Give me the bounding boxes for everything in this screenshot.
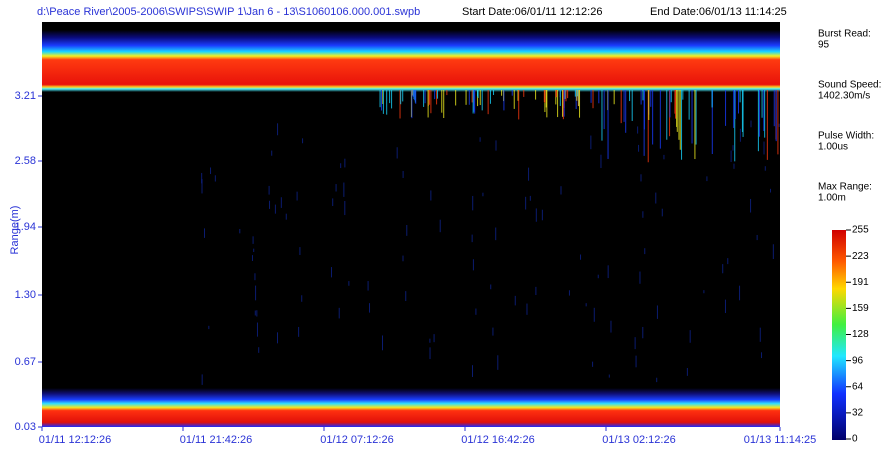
color-scale-bar (832, 230, 846, 440)
info-label: Pulse Width: (818, 131, 874, 142)
info-label: Sound Speed: (818, 80, 881, 91)
color-scale-label: 32 (852, 408, 864, 419)
color-scale-label: 96 (852, 355, 864, 366)
color-scale-label: 0 (852, 434, 858, 445)
surface-echo (42, 30, 780, 92)
x-tick-label: 01/11 21:42:26 (180, 434, 253, 446)
x-tick-label: 01/12 07:12:26 (320, 434, 393, 446)
info-value: 1.00m (818, 193, 846, 204)
y-tick-label: 1.94 (15, 221, 36, 233)
color-scale-label: 128 (852, 329, 869, 340)
color-scale-label: 223 (852, 251, 869, 262)
color-scale-label: 159 (852, 303, 869, 314)
color-scale-label: 64 (852, 381, 864, 392)
info-label: Burst Read: (818, 29, 871, 40)
x-tick-label: 01/11 12:12:26 (39, 434, 112, 446)
x-tick-label: 01/13 02:12:26 (602, 434, 675, 446)
color-scale-label: 255 (852, 225, 869, 236)
y-tick-label: 1.30 (15, 289, 36, 301)
y-tick-label: 0.67 (15, 356, 36, 368)
echogram-window: d:\Peace River\2005-2006\SWIPS\SWIP 1\Ja… (0, 0, 894, 458)
y-tick-label: 3.21 (15, 90, 36, 102)
y-tick-label: 0.03 (15, 421, 36, 433)
y-tick-label: 2.58 (15, 155, 36, 167)
end-date: End Date:06/01/13 11:14:25 (650, 6, 787, 18)
info-value: 1.00us (818, 142, 848, 153)
info-label: Max Range: (818, 182, 872, 193)
file-path: d:\Peace River\2005-2006\SWIPS\SWIP 1\Ja… (37, 6, 420, 18)
start-date: Start Date:06/01/11 12:12:26 (462, 6, 602, 18)
info-value: 95 (818, 40, 830, 51)
color-scale-label: 191 (852, 277, 869, 288)
info-value: 1402.30m/s (818, 91, 870, 102)
x-tick-label: 01/13 11:14:25 (744, 434, 817, 446)
x-tick-label: 01/12 16:42:26 (461, 434, 534, 446)
bottom-echo (42, 388, 780, 427)
